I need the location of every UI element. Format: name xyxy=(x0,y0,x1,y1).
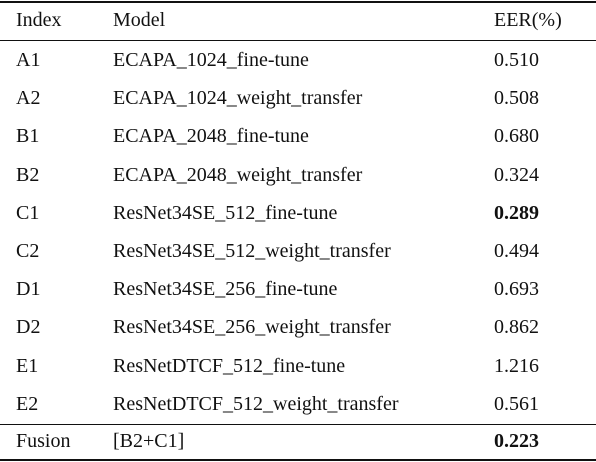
table-cell: C1 xyxy=(16,201,40,224)
footer-cell: 0.223 xyxy=(494,430,539,452)
table-cell: ResNet34SE_256_fine-tune xyxy=(113,278,338,301)
footer-cell: Fusion xyxy=(16,430,71,452)
table-cell: A1 xyxy=(16,49,41,71)
table-cell: ECAPA_2048_weight_transfer xyxy=(113,163,363,186)
table-cell: D2 xyxy=(16,316,41,339)
table-cell: 0.862 xyxy=(494,316,539,339)
table-cell: E1 xyxy=(16,354,39,377)
table-cell: ECAPA_1024_weight_transfer xyxy=(113,87,363,110)
top-rule xyxy=(0,1,596,3)
table-cell: ResNet34SE_512_fine-tune xyxy=(113,201,338,224)
table-cell: 0.693 xyxy=(494,278,539,301)
table-cell: E2 xyxy=(16,392,39,415)
table-cell: 0.510 xyxy=(494,49,539,71)
table-cell: 1.216 xyxy=(494,354,539,377)
table-cell: ECAPA_2048_fine-tune xyxy=(113,125,309,148)
header-rule xyxy=(0,40,596,41)
header-cell: Index xyxy=(16,9,62,31)
table-cell: 0.289 xyxy=(494,201,539,224)
table-cell: 0.680 xyxy=(494,125,539,148)
header-cell: EER(%) xyxy=(494,9,562,31)
table-cell: ResNetDTCF_512_fine-tune xyxy=(113,354,346,377)
table-cell: D1 xyxy=(16,278,41,301)
table-cell: C2 xyxy=(16,240,40,262)
table-cell: B2 xyxy=(16,163,40,186)
bottom-rule xyxy=(0,459,596,461)
table-cell: 0.324 xyxy=(494,163,539,186)
table-cell: 0.494 xyxy=(494,240,539,262)
header-cell: Model xyxy=(113,9,166,31)
table-cell: ResNetDTCF_512_weight_transfer xyxy=(113,392,399,415)
table-cell: 0.561 xyxy=(494,392,539,415)
table-cell: A2 xyxy=(16,87,41,110)
footer-rule xyxy=(0,424,596,425)
table-cell: ResNet34SE_512_weight_transfer xyxy=(113,240,391,262)
footer-cell: [B2+C1] xyxy=(113,430,185,452)
table-cell: B1 xyxy=(16,125,40,148)
table-cell: ResNet34SE_256_weight_transfer xyxy=(113,316,391,339)
table-cell: ECAPA_1024_fine-tune xyxy=(113,49,309,71)
table-cell: 0.508 xyxy=(494,87,539,110)
